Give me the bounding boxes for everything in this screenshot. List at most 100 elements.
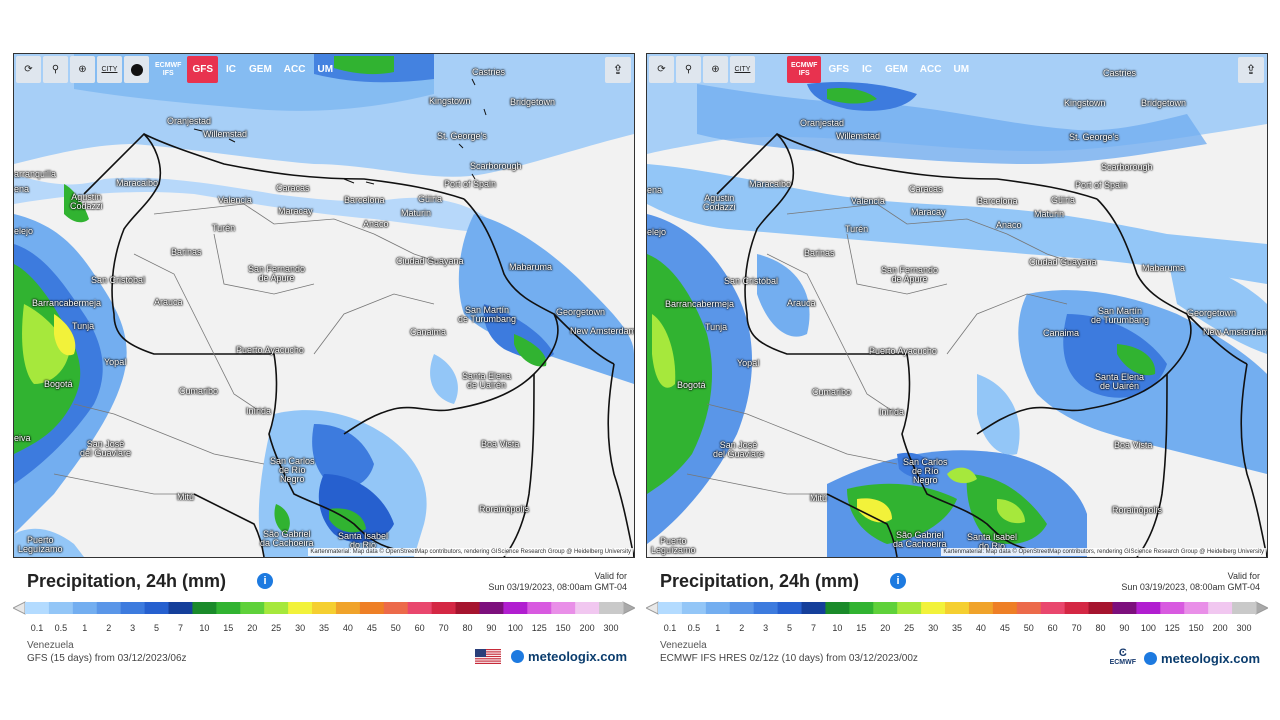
scale-label: 0.1	[31, 623, 44, 633]
scale-swatch	[216, 602, 241, 614]
model-ic[interactable]: IC	[862, 64, 873, 75]
scale-label: 2	[739, 623, 744, 633]
city-label: Port of Spain	[1075, 180, 1128, 190]
left-map[interactable]: ⟳ ⚲ ⊕ CITY ECMWF IFS GFS IC GEM ACC UM ⇪ …	[13, 53, 635, 558]
scale-swatch	[527, 602, 552, 614]
scale-swatch	[968, 602, 994, 614]
scale-swatch	[431, 602, 457, 614]
city-label: Kingstown	[1064, 98, 1106, 108]
scale-label: 0.1	[664, 623, 677, 633]
model-gfs[interactable]: GFS	[187, 56, 219, 83]
scale-label: 100	[508, 623, 523, 633]
scale-label: 3	[130, 623, 135, 633]
city-toggle-button[interactable]: CITY	[97, 56, 122, 83]
toolbar-spacer	[757, 56, 785, 83]
scale-label: 7	[178, 623, 183, 633]
city-label: Arauca	[787, 298, 816, 308]
brand-logo[interactable]: meteologix.com	[475, 649, 627, 664]
brand-logo[interactable]: Ͼ ECMWF meteologix.com	[1109, 647, 1260, 667]
circle-icon	[130, 63, 143, 76]
layer-toggle-button[interactable]	[124, 56, 149, 83]
scale-swatch	[705, 602, 731, 614]
scale-arrow-left	[13, 601, 26, 615]
city-label: Willemstad	[203, 129, 248, 139]
scale-swatch	[658, 602, 683, 614]
city-label: San Carlos de Río Negro	[270, 456, 315, 484]
info-icon[interactable]: i	[890, 573, 906, 589]
city-label: Santa Elena de Uairén	[462, 371, 512, 390]
model-acc[interactable]: ACC	[283, 64, 306, 75]
model-ic[interactable]: IC	[226, 64, 237, 75]
scale-swatch	[992, 602, 1018, 614]
model-um[interactable]: UM	[317, 64, 334, 75]
city-label: Caracas	[276, 183, 310, 193]
city-label: Rorainópolis	[1112, 505, 1163, 515]
scale-label: 35	[319, 623, 329, 633]
model-acc[interactable]: ACC	[919, 64, 942, 75]
city-label: Georgetown	[556, 307, 606, 317]
valid-time: Valid for Sun 03/19/2023, 08:00am GMT-04	[488, 571, 627, 592]
model-ecmwf-ifs[interactable]: ECMWF IFS	[787, 56, 822, 83]
right-precip-map[interactable]	[647, 54, 1267, 557]
city-toggle-button[interactable]: CITY	[730, 56, 755, 83]
scale-swatch	[25, 602, 50, 614]
model-gem[interactable]: GEM	[885, 64, 908, 75]
scale-label: 30	[295, 623, 305, 633]
city-label: Scarborough	[1101, 162, 1153, 172]
city-label: Port of Spain	[444, 179, 497, 189]
city-label: Valencia	[218, 195, 252, 205]
scale-label: 70	[439, 623, 449, 633]
left-precip-map[interactable]	[14, 54, 634, 557]
city-label: ena	[14, 184, 30, 194]
scale-swatch	[335, 602, 361, 614]
map-credit: Kartenmaterial: Map data © OpenStreetMap…	[308, 548, 633, 556]
scale-swatch	[96, 602, 122, 614]
scale-swatch	[897, 602, 922, 614]
scale-label: 70	[1072, 623, 1082, 633]
zoom-button[interactable]: ⊕	[703, 56, 728, 83]
city-label: New Amsterdam	[570, 326, 635, 336]
city-label: Scarborough	[470, 161, 522, 171]
scale-swatch	[240, 602, 265, 614]
city-label: St. George's	[437, 131, 487, 141]
scale-swatch	[1136, 602, 1161, 614]
scale-label: 30	[928, 623, 938, 633]
city-label: Rorainópolis	[479, 504, 530, 514]
city-label: Castries	[1103, 68, 1137, 78]
location-button[interactable]: ⚲	[43, 56, 68, 83]
model-ecmwf-ifs[interactable]: ECMWF IFS	[155, 61, 182, 77]
scale-swatch	[1160, 602, 1185, 614]
city-label: elejo	[14, 226, 34, 236]
scale-label: 100	[1141, 623, 1156, 633]
scale-swatch	[599, 602, 624, 614]
info-icon[interactable]: i	[257, 573, 273, 589]
model-run-label: GFS (15 days) from 03/12/2023/06z	[27, 653, 187, 664]
model-gfs[interactable]: GFS	[828, 64, 850, 75]
city-label: Agustin Codazzi	[70, 192, 103, 211]
scale-label: 3	[763, 623, 768, 633]
city-label: Boa Vista	[1114, 440, 1153, 450]
location-button[interactable]: ⚲	[676, 56, 701, 83]
scale-label: 35	[952, 623, 962, 633]
share-button[interactable]: ⇪	[605, 57, 631, 83]
scale-label: 0.5	[688, 623, 701, 633]
model-um[interactable]: UM	[953, 64, 970, 75]
ecmwf-logo: Ͼ ECMWF	[1109, 647, 1137, 667]
share-button[interactable]: ⇪	[1238, 57, 1264, 83]
scale-swatch	[168, 602, 193, 614]
city-label: Turén	[845, 224, 869, 234]
scale-swatch	[383, 602, 409, 614]
refresh-button[interactable]: ⟳	[649, 56, 674, 83]
right-map[interactable]: ⟳ ⚲ ⊕ CITY ECMWF IFS GFS IC GEM ACC UM ⇪ …	[646, 53, 1268, 558]
scale-swatch	[455, 602, 480, 614]
scale-swatch	[48, 602, 74, 614]
model-gem[interactable]: GEM	[249, 64, 272, 75]
refresh-button[interactable]: ⟳	[16, 56, 41, 83]
city-label: Bridgetown	[1141, 98, 1187, 108]
zoom-button[interactable]: ⊕	[70, 56, 95, 83]
city-label: San Carlos de Río Negro	[903, 457, 948, 485]
scale-label: 125	[1165, 623, 1180, 633]
scale-label: 125	[532, 623, 547, 633]
refresh-icon: ⟳	[24, 64, 33, 75]
city-label: Barrancabermeja	[32, 298, 102, 308]
